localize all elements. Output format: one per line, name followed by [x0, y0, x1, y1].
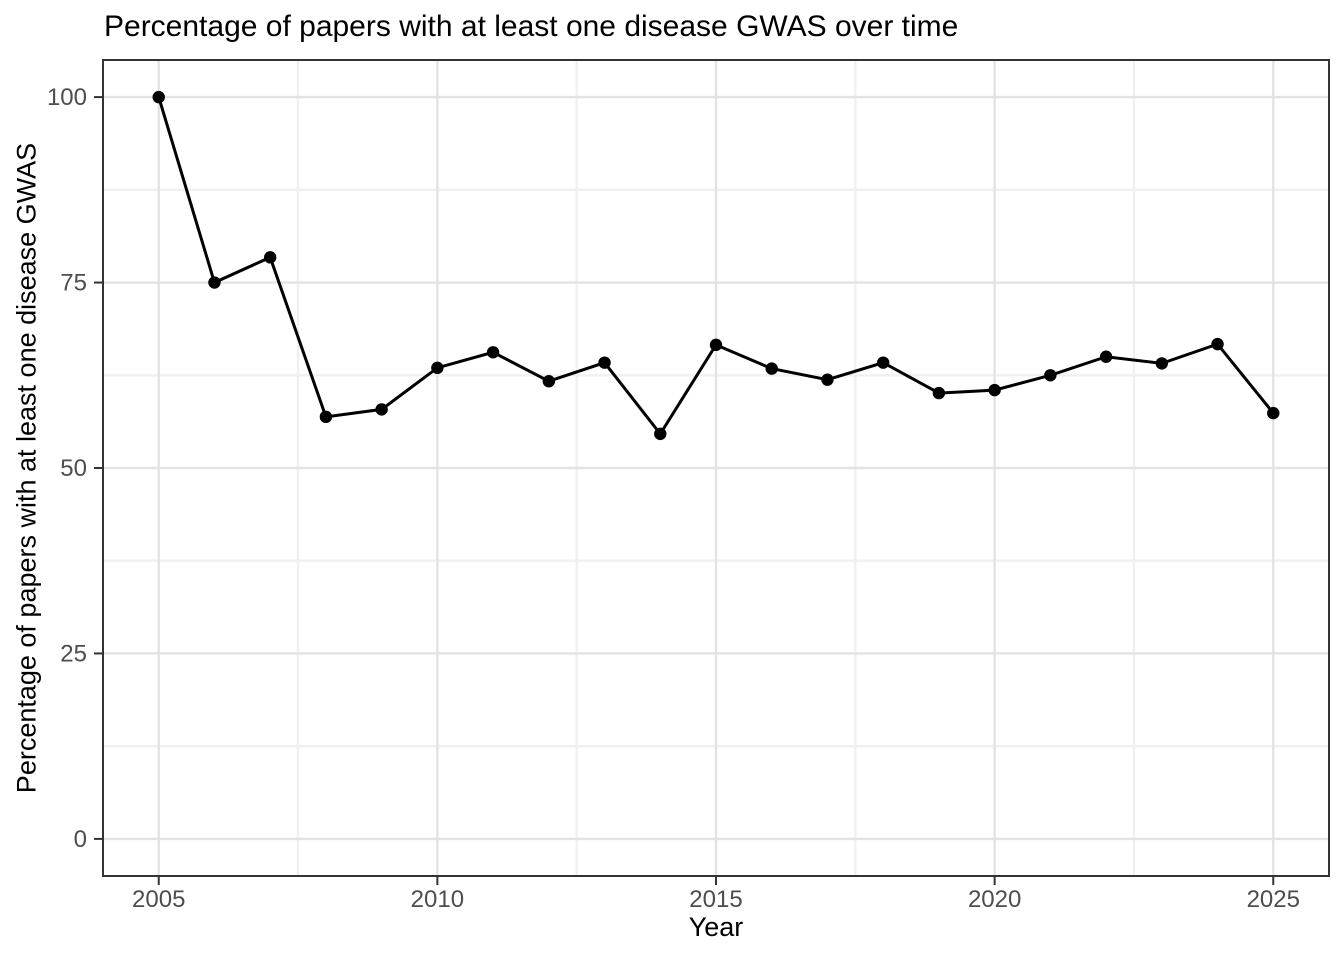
- x-tick-labels: 2005 2010 2015 2020 2025: [132, 886, 1300, 913]
- x-tick-label: 2025: [1247, 886, 1300, 913]
- y-tick-label: 25: [60, 640, 87, 667]
- data-point: [375, 403, 388, 416]
- y-tick-label: 100: [47, 84, 87, 111]
- grid-major: [103, 60, 1329, 876]
- x-tick-label: 2005: [132, 886, 185, 913]
- data-point: [208, 276, 221, 289]
- data-point: [431, 361, 444, 375]
- y-tick-label: 75: [60, 270, 87, 297]
- y-tick-labels: 0 25 50 75 100: [47, 84, 87, 853]
- data-point: [1211, 337, 1224, 351]
- data-point: [1099, 350, 1113, 363]
- x-tick-label: 2010: [411, 886, 464, 913]
- data-point: [1044, 369, 1057, 382]
- data-point: [319, 410, 333, 424]
- x-tick-label: 2015: [689, 886, 742, 913]
- data-point: [709, 338, 723, 352]
- y-tick-label: 50: [60, 455, 87, 482]
- x-axis-title: Year: [688, 912, 744, 942]
- y-tick-label: 0: [74, 826, 87, 853]
- data-point: [654, 427, 667, 441]
- data-point: [1267, 406, 1280, 420]
- chart-title: Percentage of papers with at least one d…: [104, 10, 959, 43]
- data-point: [821, 373, 834, 386]
- data-point: [263, 251, 277, 264]
- data-point: [486, 346, 500, 359]
- x-tick-label: 2020: [968, 886, 1021, 913]
- data-point: [598, 356, 611, 369]
- data-points: [152, 90, 1280, 441]
- data-point: [152, 90, 165, 104]
- data-point: [876, 356, 890, 369]
- data-point: [988, 383, 1001, 397]
- axis-ticks: [94, 96, 1275, 885]
- data-point: [932, 386, 946, 400]
- data-point: [1155, 357, 1169, 370]
- data-point: [542, 375, 556, 388]
- data-point: [765, 362, 778, 375]
- y-axis-title: Percentage of papers with at least one d…: [11, 142, 42, 794]
